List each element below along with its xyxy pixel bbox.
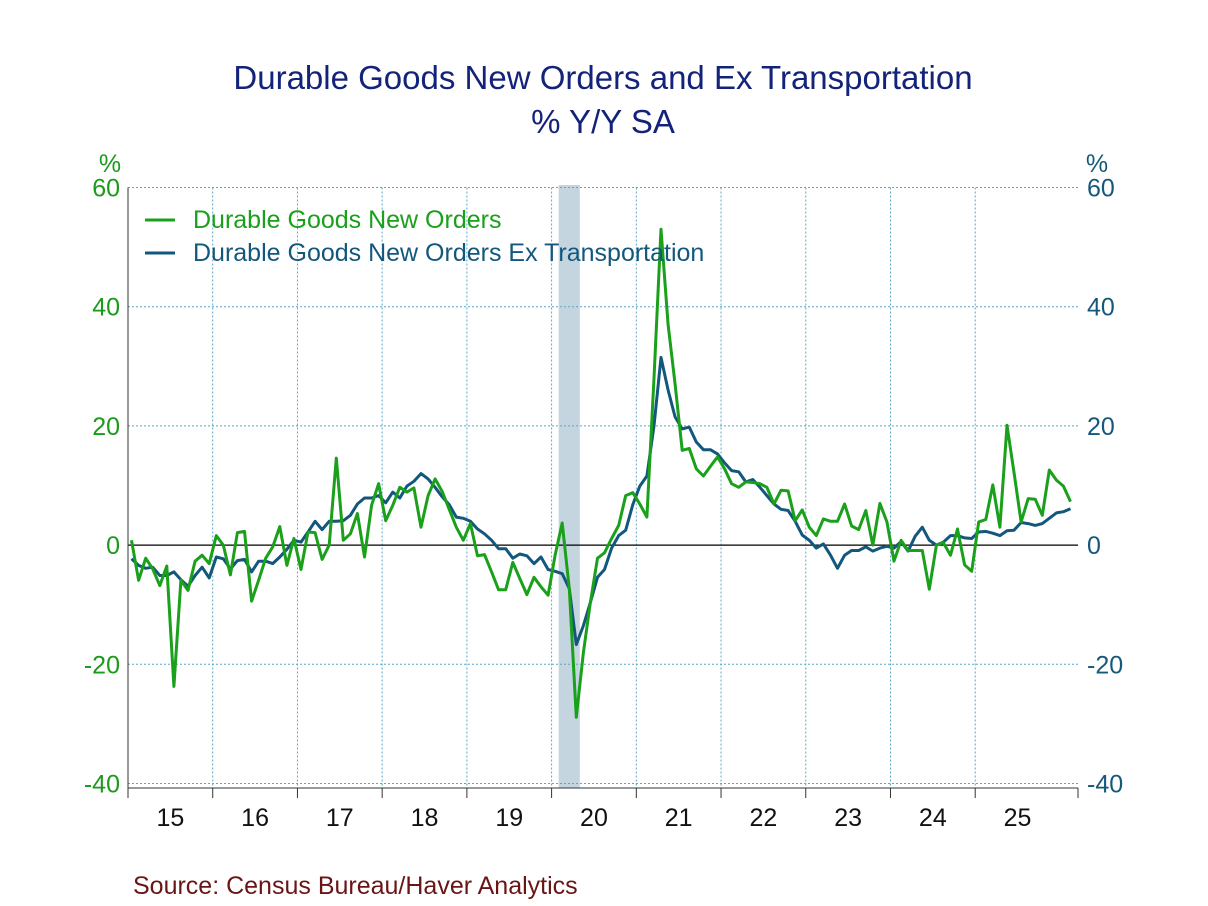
gridlines [128, 187, 1078, 788]
right-axis-ticks: -40 -20 0 20 40 60 [1087, 175, 1123, 799]
x-tick-label: 21 [665, 804, 693, 832]
right-tick-label: 20 [1087, 413, 1115, 441]
right-tick-label: 40 [1087, 294, 1115, 322]
durable-goods-line [130, 227, 1072, 719]
right-tick-label: -40 [1087, 771, 1123, 799]
legend: Durable Goods New Orders Durable Goods N… [145, 206, 704, 267]
left-tick-label: 20 [92, 413, 120, 441]
x-tick-label: 22 [749, 804, 777, 832]
x-tick-label: 20 [580, 804, 608, 832]
x-tick-label: 18 [411, 804, 439, 832]
x-tick-label: 25 [1004, 804, 1032, 832]
left-tick-label: 0 [106, 532, 120, 560]
right-axis-unit: % [1086, 150, 1108, 178]
x-tick-label: 23 [834, 804, 862, 832]
left-axis-ticks: -40 -20 0 20 40 60 [84, 175, 120, 799]
source-note: Source: Census Bureau/Haver Analytics [133, 872, 578, 900]
legend-label-ex-transportation: Durable Goods New Orders Ex Transportati… [193, 239, 704, 267]
left-tick-label: 40 [92, 294, 120, 322]
chart-title: Durable Goods New Orders and Ex Transpor… [233, 59, 972, 96]
left-tick-label: -20 [84, 651, 120, 679]
left-tick-label: 60 [92, 175, 120, 203]
right-tick-label: 60 [1087, 175, 1115, 203]
x-tick-label: 17 [326, 804, 354, 832]
series-lines [130, 227, 1072, 719]
right-tick-label: 0 [1087, 532, 1101, 560]
right-tick-label: -20 [1087, 651, 1123, 679]
chart-subtitle: % Y/Y SA [531, 103, 675, 140]
left-tick-label: -40 [84, 771, 120, 799]
left-axis-unit: % [99, 150, 121, 178]
x-tick-label: 16 [241, 804, 269, 832]
x-tick-label: 15 [156, 804, 184, 832]
x-tick-label: 19 [495, 804, 523, 832]
ex-transportation-line [130, 355, 1072, 647]
x-axis: 15 16 17 18 19 20 21 22 23 24 25 [127, 187, 1079, 832]
x-tick-label: 24 [919, 804, 947, 832]
legend-label-durable-goods: Durable Goods New Orders [193, 206, 501, 234]
